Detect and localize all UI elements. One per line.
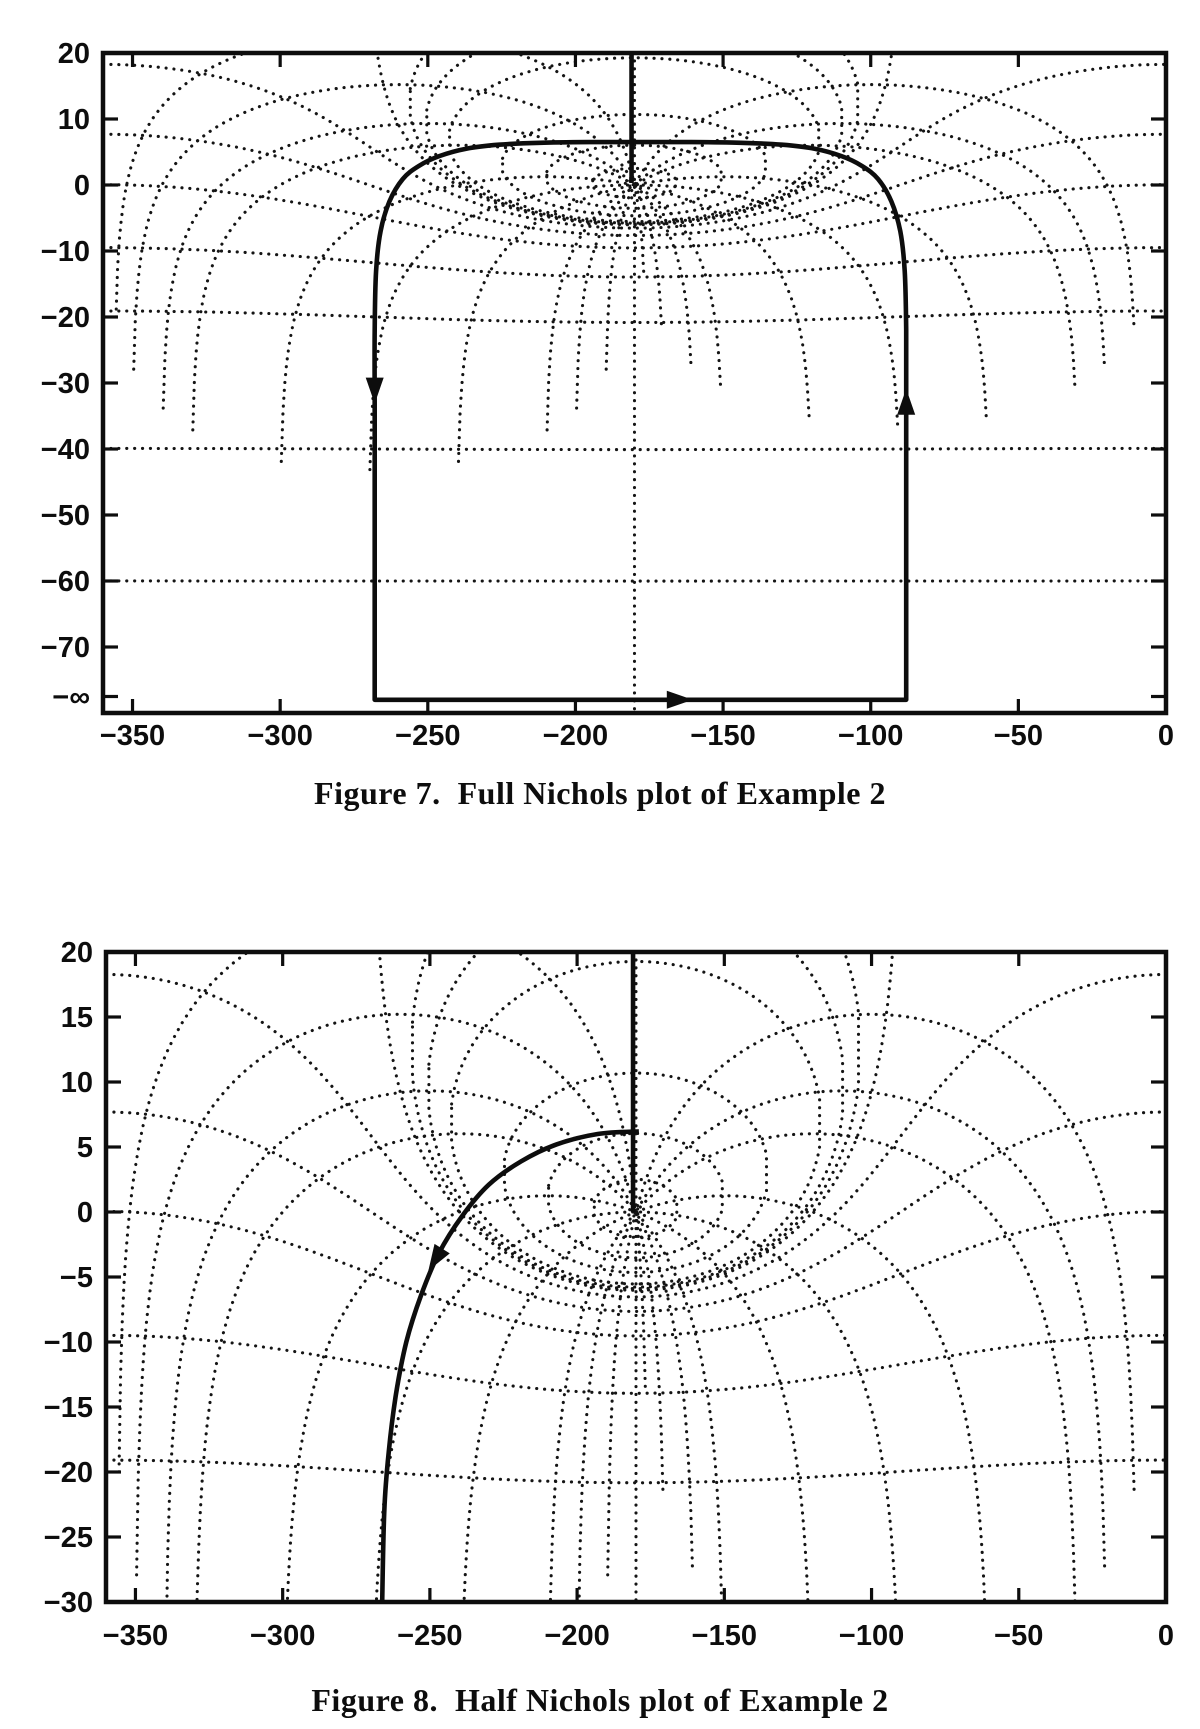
y-tick-label: 0 [77,1197,93,1229]
y-tick-label: −20 [44,1457,93,1489]
x-tick-label: −200 [544,1620,609,1652]
direction-arrowhead [666,690,693,709]
y-tick-label: 10 [61,1067,93,1099]
nichols-chart-figure-7: −350 −300 −250 −200 −150 −100 −50 0 20 10 0 −10 −20 −… [41,38,1174,752]
y-tick-label: 5 [77,1132,93,1164]
direction-arrowhead [428,1243,450,1271]
figure-7-caption: Figure 7. Full Nichols plot of Example 2 [314,775,886,811]
nichols-response-curve [365,53,916,709]
y-tick-label: 15 [61,1002,93,1034]
nichols-response-curve [379,952,640,1602]
x-tick-label: −100 [839,1620,904,1652]
x-tick-label: −200 [543,720,608,752]
y-tick-label: 20 [61,937,93,969]
y-tick-label: −50 [41,500,90,532]
direction-arrowhead [365,377,384,404]
y-tick-labels: 20 15 10 5 0 −5 −10 −15 −20 −25 −30 [44,937,93,1619]
x-tick-label: −350 [103,1620,168,1652]
x-tick-label: −250 [395,720,460,752]
y-tick-label: −10 [44,1327,93,1359]
y-tick-label: −30 [44,1587,93,1619]
x-tick-label: −50 [994,720,1043,752]
y-tick-label: 20 [58,38,90,70]
y-tick-label: −10 [41,236,90,268]
figure-8-caption: Figure 8. Half Nichols plot of Example 2 [311,1682,889,1718]
response-curve-path [372,139,909,703]
direction-arrowhead [897,388,916,415]
y-tick-label: −30 [41,368,90,400]
nichols-grid-lines [103,53,1166,713]
y-tick-label: −∞ [52,682,90,714]
x-tick-label: −300 [250,1620,315,1652]
x-tick-labels: −350 −300 −250 −200 −150 −100 −50 0 [100,720,1174,752]
x-tick-label: −250 [397,1620,462,1652]
x-tick-label: −100 [838,720,903,752]
nichols-chart-figure-8: −350 −300 −250 −200 −150 −100 −50 0 20 15 10 5 0 −5 −1… [44,937,1174,1652]
x-tick-label: −350 [100,720,165,752]
y-tick-label: −70 [41,632,90,664]
y-tick-label: 0 [74,170,90,202]
nichols-grid-lines [106,952,1166,1602]
x-tick-label: −150 [690,720,755,752]
y-tick-label: −5 [60,1262,93,1294]
x-tick-labels: −350 −300 −250 −200 −150 −100 −50 0 [103,1620,1174,1652]
y-tick-label: 10 [58,104,90,136]
y-tick-labels: 20 10 0 −10 −20 −30 −40 −50 −60 −70 −∞ [41,38,90,714]
y-tick-label: −40 [41,434,90,466]
y-tick-label: −15 [44,1392,93,1424]
x-tick-label: 0 [1158,1620,1174,1652]
x-tick-label: −50 [994,1620,1043,1652]
x-tick-label: 0 [1158,720,1174,752]
y-tick-label: −20 [41,302,90,334]
x-tick-label: −300 [248,720,313,752]
axis-ticks [106,950,1168,1604]
y-tick-label: −60 [41,566,90,598]
y-tick-label: −25 [44,1522,93,1554]
x-tick-label: −150 [692,1620,757,1652]
